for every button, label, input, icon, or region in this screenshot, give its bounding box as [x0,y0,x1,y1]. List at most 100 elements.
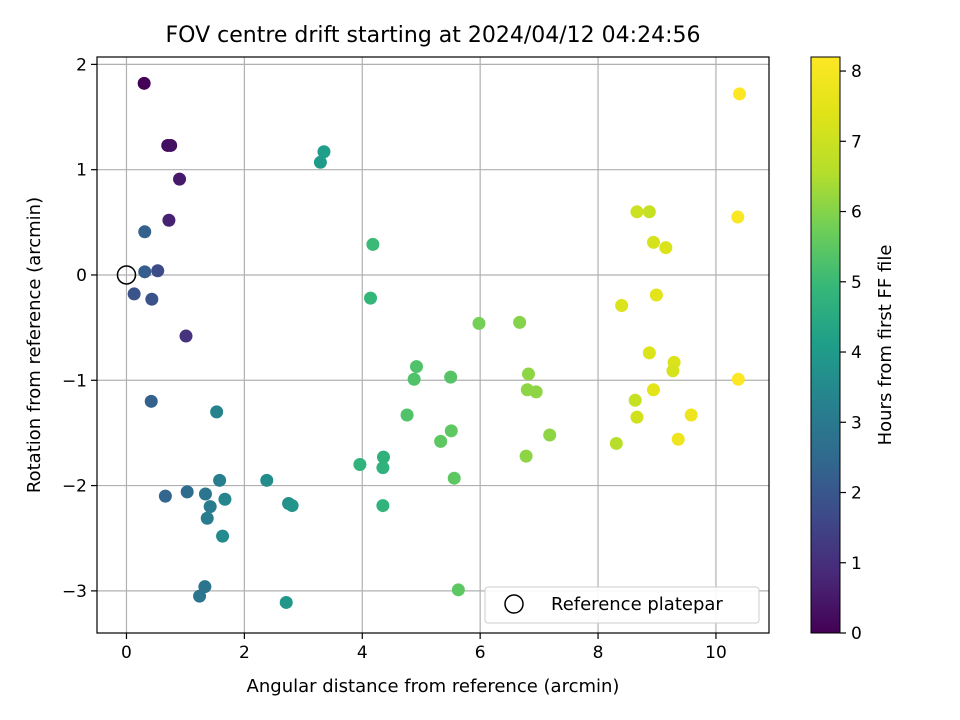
data-point [137,76,151,90]
data-point [630,410,644,424]
plot-frame [96,56,770,634]
data-point [451,583,465,597]
data-point [162,213,176,227]
data-point [671,432,685,446]
colorbar-tick-label: 3 [851,413,862,433]
y-tick-label: −3 [62,582,87,602]
data-point [376,499,390,513]
data-point [127,287,141,301]
data-point [666,364,680,378]
data-point [409,360,423,374]
data-point [630,205,644,219]
data-point [193,589,207,603]
data-point [642,205,656,219]
colorbar-ticks: 0 1 2 3 4 5 6 7 8 [840,62,862,644]
colorbar: 0 1 2 3 4 5 6 7 8 Hours from first FF file [810,56,896,644]
data-point [649,288,663,302]
colorbar-tick-label: 5 [851,273,862,293]
data-point [198,487,212,501]
data-point [366,237,380,251]
data-point [400,408,414,422]
data-point [213,473,227,487]
colorbar-gradient [810,56,841,634]
data-point [407,372,421,386]
data-point [543,428,557,442]
colorbar-tick-label: 4 [851,343,862,363]
y-axis-ticks: −3 −2 −1 0 1 2 [62,55,97,602]
x-axis-ticks: 0 2 4 6 8 10 [121,633,727,663]
data-point [218,492,232,506]
x-tick-label: 10 [705,643,727,663]
y-tick-label: 1 [76,161,87,181]
data-point [164,138,178,152]
colorbar-tick-label: 6 [851,203,862,223]
data-point [472,316,486,330]
grid-lines [97,57,769,633]
data-point [529,385,543,399]
data-point [180,485,194,499]
data-point [659,241,673,255]
data-point [519,449,533,463]
data-point [731,210,745,224]
legend-box [484,586,760,624]
legend: Reference platepar [484,586,760,624]
data-point [313,155,327,169]
data-point [200,511,214,525]
x-axis-label: Angular distance from reference (arcmin) [247,676,620,697]
data-point [609,436,623,450]
y-tick-label: −1 [62,371,87,391]
data-point [198,580,212,594]
x-tick-label: 8 [593,643,604,663]
y-tick-label: −2 [62,477,87,497]
data-point [145,292,159,306]
y-axis-label: Rotation from reference (arcmin) [24,197,45,493]
data-point [444,370,458,384]
data-point [642,346,656,360]
x-tick-label: 2 [239,643,250,663]
data-point [285,499,299,513]
data-point [364,291,378,305]
data-point [615,299,629,313]
data-point [151,264,165,278]
legend-entry-reference: Reference platepar [551,594,723,615]
colorbar-tick-label: 0 [851,624,862,644]
x-tick-label: 0 [121,643,132,663]
data-point [684,408,698,422]
colorbar-tick-label: 7 [851,132,862,152]
data-point [144,394,158,408]
x-tick-label: 4 [357,643,368,663]
colorbar-tick-label: 8 [851,62,862,82]
data-point [260,473,274,487]
data-point [731,372,745,386]
data-point [138,265,152,279]
data-point [317,145,331,159]
data-point [210,405,224,419]
data-point [646,235,660,249]
data-point [646,383,660,397]
data-point [376,461,390,475]
data-point [376,450,390,464]
data-point [521,367,535,381]
legend-open-circle-icon [504,594,524,614]
colorbar-tick-label: 2 [851,484,862,504]
data-point [353,458,367,472]
colorbar-label: Hours from first FF file [875,245,896,446]
data-point [203,500,217,514]
data-point [628,393,642,407]
y-tick-label: 2 [76,55,87,75]
colorbar-tick-label: 1 [851,554,862,574]
data-point [279,595,293,609]
data-point [216,529,230,543]
chart-title: FOV centre drift starting at 2024/04/12 … [166,23,701,48]
data-point [513,315,527,329]
data-points [127,76,747,609]
data-point [138,225,152,239]
data-point [173,172,187,186]
y-tick-label: 0 [76,266,87,286]
reference-marker [116,265,137,285]
data-point [733,87,747,101]
data-point [444,424,458,438]
x-tick-label: 6 [475,643,486,663]
data-point [179,329,193,343]
